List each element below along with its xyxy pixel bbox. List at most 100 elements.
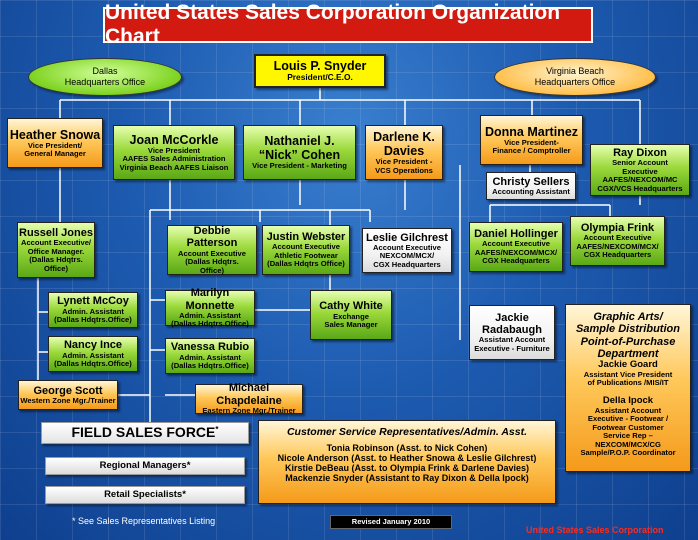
justin-title-2: Athletic Footwear [274,250,338,260]
george-name: George Scott [33,384,103,397]
nathaniel-title: Vice President - Marketing [252,161,347,171]
donna-title-1: Vice President- [504,137,559,147]
daniel-title-2: AAFES/NEXCOM/MCX/ [474,247,558,257]
nancy-ince-box: Nancy Ince Admin. Assistant (Dallas Hdqt… [48,336,138,372]
customer-service-box: Customer Service Representatives/Admin. … [258,420,556,504]
donna-name: Donna Martinez [484,124,579,139]
russell-name: Russell Jones [19,226,93,239]
leslie-gilchrest-box: Leslie Gilchrest Account Executive NEXCO… [362,228,452,273]
vanessa-title-1: Admin. Assistant [179,352,241,362]
vanessa-rubio-box: Vanessa Rubio Admin. Assistant (Dallas H… [165,338,255,374]
joan-name: Joan McCorkle [129,132,219,147]
jackie-radabaugh-box: Jackie Radabaugh Assistant Account Execu… [469,305,555,360]
graphic-arts-box: Graphic Arts/ Sample Distribution Point-… [565,304,691,472]
dallas-office-label: Headquarters Office [64,77,146,87]
debbie-title-1: Account Executive [178,248,246,258]
justin-title-1: Account Executive [272,242,340,252]
virginia-office-label: Headquarters Office [534,77,616,87]
russell-title-4: Office) [43,263,69,273]
footnote: * See Sales Representatives Listing [72,516,216,526]
debbie-title-2: (Dallas Hdqtrs. [185,257,239,267]
customer-service-line: Nicole Anderson (Asst. to Heather Snowa … [277,452,537,463]
della-title-3: Footwear Customer [592,422,664,432]
debbie-name: Debbie Patterson [186,224,238,250]
virginia-office-city: Virginia Beach [546,66,604,77]
christy-title: Accounting Assistant [492,186,570,196]
cathy-name: Cathy White [319,300,383,313]
heather-name: Heather Snowa [9,127,101,142]
darlene-name-1: Darlene K. [373,130,435,144]
customer-service-line: Mackenzie Snyder (Assistant to Ray Dixon… [285,472,529,483]
christy-sellers-box: Christy Sellers Accounting Assistant [486,172,576,200]
justin-name: Justin Webster [266,231,346,244]
leslie-title-1: Account Executive [373,242,441,252]
jackie-goard-name: Jackie Goard [598,359,658,371]
field-sales-force-box: FIELD SALES FORCE * [41,422,249,444]
darlene-davies-box: Darlene K. Davies Vice President - VCS O… [365,125,443,180]
heather-title-1: Vice President/ [27,140,83,150]
president-box: Louis P. Snyder President/C.E.O. [254,54,386,88]
graphic-heading-3: Point-of-Purchase [580,335,676,348]
president-name: Louis P. Snyder [273,59,367,74]
dallas-office-oval: Dallas Headquarters Office [28,58,182,96]
george-title: Western Zone Mgr./Trainer [20,395,116,405]
vanessa-name: Vanessa Rubio [170,341,250,354]
marilyn-name: Marilyn Monnette [185,287,235,312]
ray-name: Ray Dixon [613,146,667,159]
russell-title-2: Office Manager. [27,246,85,256]
daniel-hollinger-box: Daniel Hollinger Account Executive AAFES… [469,222,563,272]
ray-title-3: AAFES/NEXCOM/MC [602,175,678,185]
cathy-title-2: Sales Manager [324,320,378,330]
christy-name: Christy Sellers [492,175,570,188]
jackie-r-title-1: Assistant Account [478,335,546,345]
jackie-r-title-2: Executive - Furniture [474,343,550,353]
ray-title-1: Senior Account [612,158,668,168]
darlene-title-2: VCS Operations [375,165,433,175]
ray-dixon-box: Ray Dixon Senior Account Executive AAFES… [590,144,690,196]
leslie-name: Leslie Gilchrest [366,231,448,244]
joan-title-1: Vice President [147,145,201,155]
leslie-title-2: NEXCOM/MCX/ [379,251,435,261]
olympia-frink-box: Olympia Frink Account Executive AAFES/NE… [570,216,665,266]
jackie-r-name-1: Jackie [495,311,529,324]
russell-title-1: Account Executive/ [20,238,92,248]
lynett-title-2: (Dallas Hdqtrs.Office) [54,315,132,325]
graphic-heading-4: Department [597,347,659,360]
chart-title: United States Sales Corporation Organiza… [103,1,593,48]
field-sales-mark: * [215,425,219,434]
nancy-title-1: Admin. Assistant [62,350,124,360]
darlene-name-2: Davies [383,144,425,158]
cathy-title-1: Exchange [333,311,369,321]
marilyn-title-2: (Dallas Hdqtrs.Office) [171,319,249,329]
nathaniel-cohen-box: Nathaniel J. “Nick” Cohen Vice President… [243,125,356,180]
president-title: President/C.E.O. [287,72,353,83]
nancy-title-2: (Dallas Hdqtrs.Office) [54,359,132,369]
lynett-mccoy-box: Lynett McCoy Admin. Assistant (Dallas Hd… [48,292,138,328]
della-title-2: Executive - Footwear / [587,414,669,423]
customer-service-heading: Customer Service Representatives/Admin. … [286,426,528,438]
heather-snowa-box: Heather Snowa Vice President/ General Ma… [7,118,103,168]
corporation-name: United States Sales Corporation [526,525,664,535]
lynett-title-1: Admin. Assistant [62,306,124,316]
leslie-title-3: CGX Headquarters [373,259,441,269]
revised-date: Revised January 2010 [330,515,452,529]
vanessa-title-2: (Dallas Hdqtrs.Office) [171,361,249,371]
darlene-title-1: Vice President - [375,157,433,166]
cathy-white-box: Cathy White Exchange Sales Manager [310,290,392,340]
retail-specialists-label: Retail Specialists* [104,488,186,500]
ray-title-2: Executive [622,166,658,176]
joan-title-3: Virginia Beach AAFES Liaison [119,162,229,172]
debbie-patterson-box: Debbie Patterson Account Executive (Dall… [167,225,257,275]
donna-title-2: Finance / Comptroller [492,146,571,155]
graphic-heading-2: Sample Distribution [576,323,680,336]
justin-title-3: (Dallas Hdqtrs Office) [267,259,345,269]
heather-title-2: General Manager [24,149,86,158]
regional-managers-label: Regional Managers* [99,459,191,471]
donna-martinez-box: Donna Martinez Vice President- Finance /… [480,115,583,165]
jackie-goard-title-2: of Publications /MIS/IT [587,378,669,388]
nancy-name: Nancy Ince [63,339,123,352]
debbie-title-3: Office) [199,265,225,275]
jackie-r-name-2: Radabaugh [482,324,542,336]
joan-mccorkle-box: Joan McCorkle Vice President AAFES Sales… [113,125,235,180]
lynett-name: Lynett McCoy [57,295,129,308]
